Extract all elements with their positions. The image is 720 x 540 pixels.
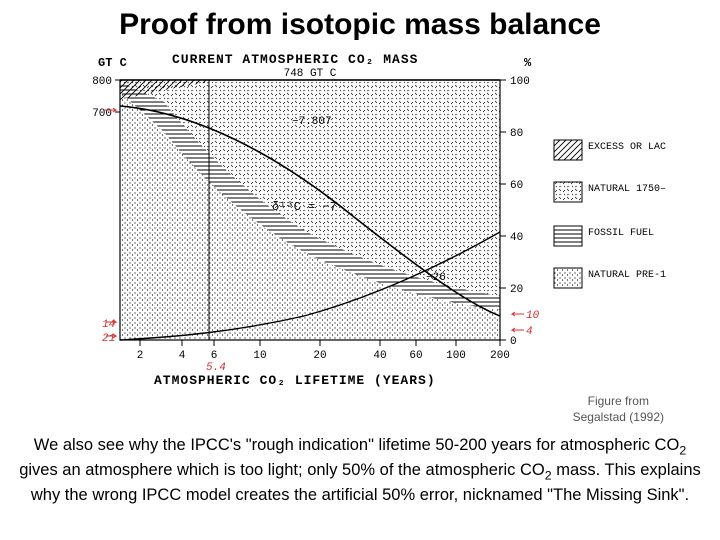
- top-axis-title: CURRENT ATMOSPHERIC CO₂ MASS: [172, 52, 418, 67]
- svg-text:2: 2: [137, 350, 144, 362]
- figure-caption: Figure from Segalstad (1992): [573, 394, 664, 425]
- red-10: 10: [526, 310, 540, 322]
- total-mass-label: 748 GT C: [284, 68, 337, 80]
- delta-center-label: δ¹³C = −7: [272, 200, 337, 214]
- bottom-axis-title: ATMOSPHERIC CO₂ LIFETIME (YEARS): [154, 373, 436, 388]
- caption-line1: Figure from: [588, 394, 649, 408]
- red-4: 4: [526, 326, 533, 338]
- svg-text:40: 40: [373, 350, 386, 362]
- red-21: 21: [102, 333, 115, 345]
- rytick-80: 80: [510, 128, 523, 140]
- svg-text:20: 20: [313, 350, 326, 362]
- right-y-ticks: 100 80 60 40 20 0 10 4: [500, 76, 540, 348]
- legend-natural-pre1750: NATURAL PRE-1750: [588, 270, 666, 281]
- left-y-ticks: 800 700 14 21: [92, 76, 120, 345]
- legend: EXCESS OR LACKING NATURAL 1750–1988 FOSS…: [554, 140, 666, 288]
- svg-text:60: 60: [409, 350, 422, 362]
- svg-text:200: 200: [490, 350, 510, 362]
- legend-fossil: FOSSIL FUEL: [588, 228, 654, 239]
- rytick-20: 20: [510, 284, 523, 296]
- chart-svg: 800 700 14 21 100 80 60 40 20 0 10 4: [54, 52, 666, 392]
- red-14: 14: [102, 319, 115, 331]
- delta-line-label: −7.807: [292, 116, 332, 128]
- svg-text:100: 100: [446, 350, 466, 362]
- legend-excess: EXCESS OR LACKING: [588, 142, 666, 153]
- rytick-40: 40: [510, 232, 523, 244]
- body-paragraph: We also see why the IPCC's "rough indica…: [14, 434, 706, 506]
- plot-area: 800 700 14 21 100 80 60 40 20 0 10 4: [92, 56, 539, 374]
- legend-natural-1750: NATURAL 1750–1988: [588, 184, 666, 195]
- svg-text:4: 4: [179, 350, 186, 362]
- page-title: Proof from isotopic mass balance: [0, 0, 720, 42]
- ytick-800: 800: [92, 76, 112, 88]
- rytick-0: 0: [510, 336, 517, 348]
- figure: 800 700 14 21 100 80 60 40 20 0 10 4: [54, 52, 666, 392]
- rytick-60: 60: [510, 180, 523, 192]
- svg-text:6: 6: [211, 350, 218, 362]
- right-axis-label: %: [524, 56, 532, 70]
- rytick-100: 100: [510, 76, 530, 88]
- caption-line2: Segalstad (1992): [573, 410, 664, 424]
- x-ticks: 2 4 6 10 20 40 60 100 200 5.4: [137, 340, 510, 374]
- left-axis-label: GT C: [98, 56, 127, 70]
- delta-lower-label: −26: [426, 272, 446, 284]
- svg-text:10: 10: [253, 350, 266, 362]
